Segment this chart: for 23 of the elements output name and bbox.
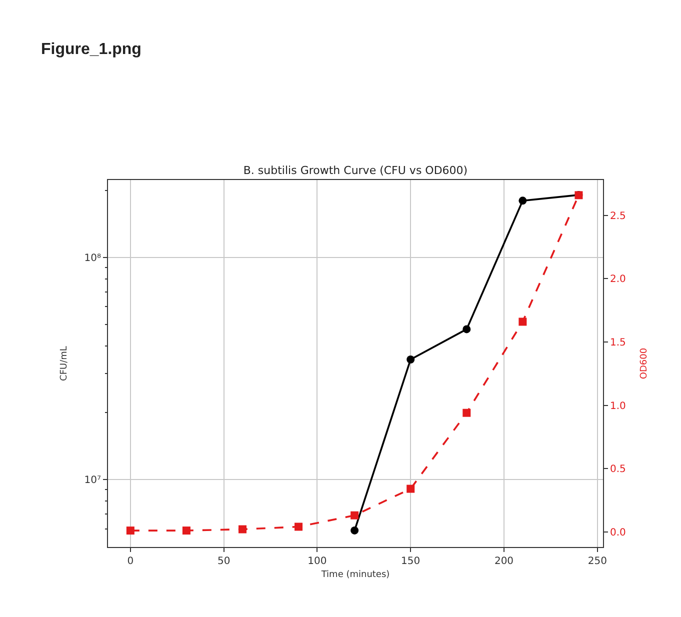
- point: [350, 526, 359, 534]
- y-tick-label: 10⁷: [84, 475, 101, 486]
- x-tick-label: 150: [401, 556, 420, 567]
- y2-tick-label: 0.0: [610, 527, 626, 538]
- x-tick-label: 100: [308, 556, 327, 567]
- point: [406, 356, 415, 364]
- x-tick-label: 0: [127, 556, 134, 567]
- y-axis-title: CFU/mL: [60, 346, 70, 381]
- y2-tick-label: 1.5: [610, 337, 626, 348]
- text: Figure_1.png: [41, 41, 142, 58]
- x-tick-label: 250: [588, 556, 607, 567]
- y2-tick-label: 0.5: [610, 464, 626, 476]
- y2-tick-label: 2.5: [610, 210, 626, 222]
- y-tick-label: 10⁸: [84, 252, 101, 264]
- x-axis-title: Time (minutes): [320, 570, 390, 580]
- y2-tick-label: 2.0: [610, 274, 626, 286]
- x-tick-label: 200: [494, 556, 514, 567]
- chart-title: B. subtilis Growth Curve (CFU vs OD600): [243, 164, 468, 177]
- y2-tick-label: 1.0: [610, 400, 626, 412]
- y2-axis-title: OD600: [640, 348, 650, 380]
- point: [462, 325, 471, 334]
- x-tick-label: 50: [217, 556, 230, 567]
- point: [518, 196, 527, 205]
